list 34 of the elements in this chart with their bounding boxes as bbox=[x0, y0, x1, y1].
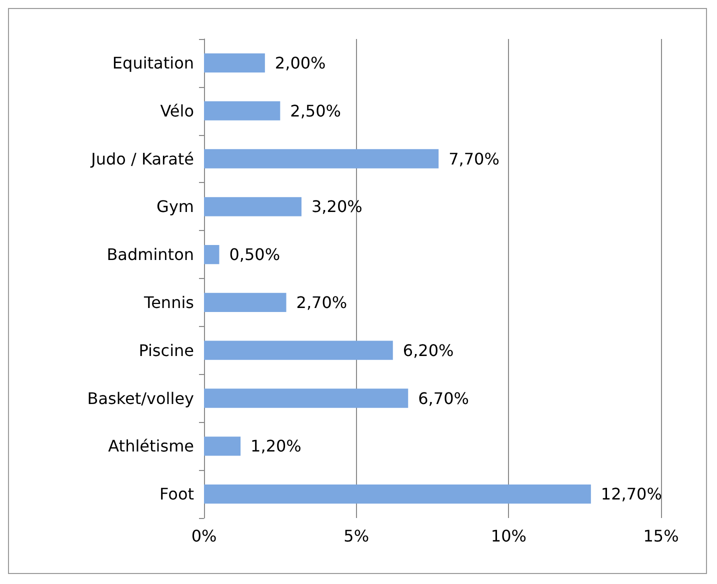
bar bbox=[204, 484, 591, 504]
data-label: 1,20% bbox=[250, 436, 302, 456]
bar bbox=[204, 53, 265, 73]
data-label: 12,70% bbox=[600, 484, 662, 504]
data-label: 6,20% bbox=[402, 340, 454, 360]
y-tick-label: Badminton bbox=[106, 245, 194, 264]
y-tick-label: Gym bbox=[156, 197, 194, 216]
bar bbox=[204, 340, 393, 360]
data-label: 7,70% bbox=[448, 149, 500, 168]
bar bbox=[204, 149, 439, 168]
y-tick-label: Equitation bbox=[112, 53, 194, 72]
data-label: 2,00% bbox=[274, 53, 326, 72]
data-label: 6,70% bbox=[418, 388, 469, 408]
x-tick-label: 10% bbox=[490, 526, 526, 546]
y-tick-label: Athlétisme bbox=[108, 436, 194, 456]
y-tick-label: Judo / Karaté bbox=[90, 149, 194, 168]
bar bbox=[204, 244, 220, 264]
y-tick-label: Tennis bbox=[143, 292, 194, 312]
y-tick-label: Basket/volley bbox=[87, 388, 194, 408]
bar bbox=[204, 388, 408, 408]
data-label: 0,50% bbox=[229, 245, 280, 264]
bar bbox=[204, 197, 302, 216]
x-tick-label: 0% bbox=[191, 526, 217, 546]
y-tick-label: Foot bbox=[160, 484, 194, 504]
bar bbox=[204, 101, 280, 120]
data-label: 3,20% bbox=[311, 197, 362, 216]
bar bbox=[204, 292, 286, 312]
bar bbox=[204, 436, 241, 456]
data-label: 2,70% bbox=[296, 292, 348, 312]
y-tick-label: Piscine bbox=[138, 340, 194, 360]
x-tick-label: 15% bbox=[643, 526, 679, 546]
x-tick-label: 5% bbox=[344, 526, 370, 546]
y-tick-label: Vélo bbox=[160, 101, 194, 120]
data-label: 2,50% bbox=[290, 101, 341, 120]
